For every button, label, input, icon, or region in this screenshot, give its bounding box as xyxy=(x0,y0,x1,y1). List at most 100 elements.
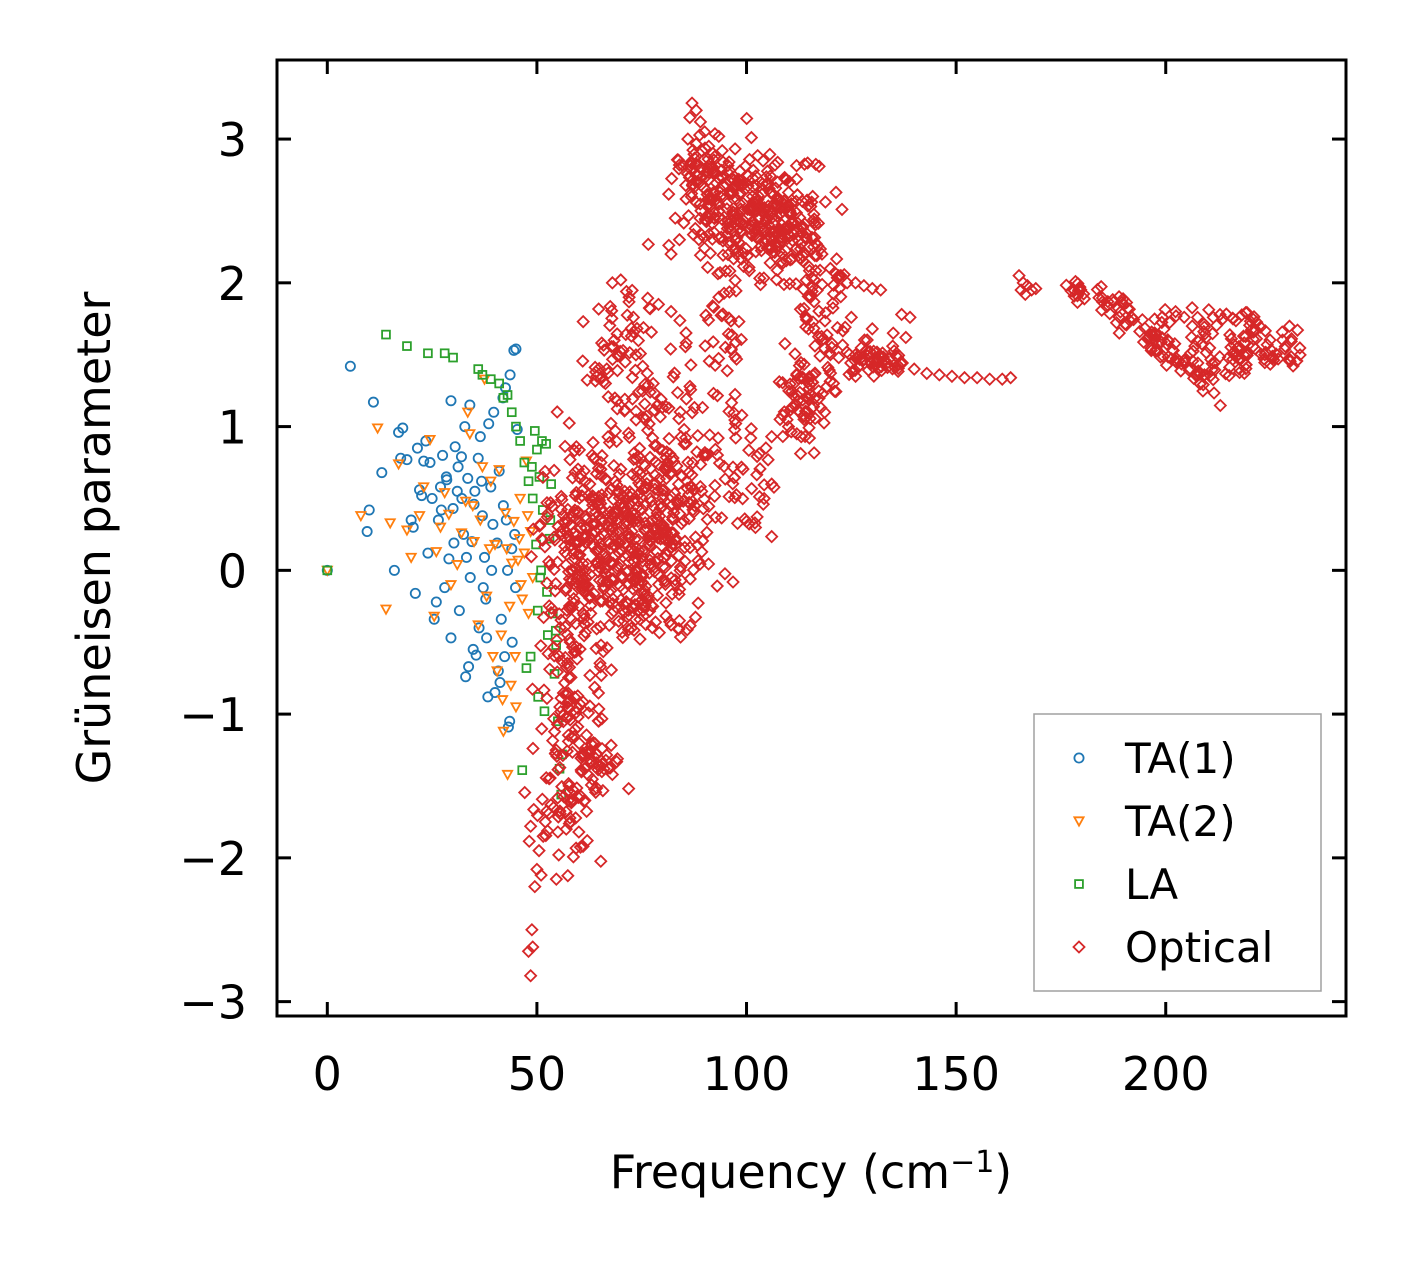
point-optical xyxy=(673,405,688,419)
point-optical xyxy=(1138,321,1152,335)
point-optical xyxy=(572,825,586,839)
point-ta-1- xyxy=(506,543,518,555)
point-optical xyxy=(616,597,631,612)
point-la xyxy=(543,630,553,640)
point-optical xyxy=(752,271,767,286)
point-ta-2- xyxy=(507,516,520,528)
point-optical xyxy=(548,746,563,761)
point-optical xyxy=(602,435,617,450)
point-optical xyxy=(1253,320,1268,334)
y-axis-title: Grüneisen parameter xyxy=(67,291,121,784)
point-optical xyxy=(702,354,717,368)
point-optical xyxy=(793,446,808,461)
point-optical xyxy=(621,526,636,541)
point-optical xyxy=(540,691,554,706)
point-optical xyxy=(811,216,826,231)
point-optical xyxy=(611,614,626,629)
point-optical xyxy=(714,308,728,323)
point-optical xyxy=(873,283,888,297)
point-optical xyxy=(790,216,805,230)
point-optical xyxy=(624,510,638,524)
point-optical xyxy=(1116,291,1130,306)
point-optical xyxy=(525,940,540,954)
point-optical xyxy=(744,481,759,496)
point-la xyxy=(521,663,532,673)
point-optical xyxy=(735,218,750,232)
point-ta-1- xyxy=(459,421,471,433)
point-la xyxy=(448,352,458,363)
point-optical xyxy=(1240,346,1255,361)
point-optical xyxy=(554,527,569,542)
point-optical xyxy=(745,214,760,228)
point-optical xyxy=(594,336,609,350)
point-optical xyxy=(525,922,539,937)
point-optical xyxy=(591,686,606,700)
point-optical xyxy=(708,478,722,493)
point-optical xyxy=(656,520,671,535)
point-optical xyxy=(728,387,742,402)
point-optical xyxy=(760,164,775,179)
point-optical xyxy=(698,445,712,460)
point-optical xyxy=(690,445,704,459)
point-optical xyxy=(721,247,735,262)
point-la xyxy=(523,476,534,487)
point-optical xyxy=(573,840,588,854)
point-optical xyxy=(641,588,655,603)
point-optical xyxy=(683,382,698,397)
point-optical xyxy=(685,456,700,470)
point-optical xyxy=(559,710,574,725)
point-optical xyxy=(1222,368,1236,383)
point-optical xyxy=(679,336,694,350)
point-optical xyxy=(610,485,625,500)
point-optical xyxy=(1071,283,1086,298)
point-optical xyxy=(727,406,741,420)
point-optical xyxy=(781,198,796,212)
point-optical xyxy=(625,392,640,406)
point-optical xyxy=(615,625,629,640)
point-optical xyxy=(1239,357,1253,372)
point-optical xyxy=(1201,302,1216,317)
point-optical xyxy=(604,339,619,354)
point-optical xyxy=(595,764,609,779)
point-optical xyxy=(631,493,645,508)
point-optical xyxy=(682,170,697,185)
point-optical xyxy=(806,240,821,254)
point-optical xyxy=(703,209,718,224)
point-optical xyxy=(1238,329,1253,344)
point-optical xyxy=(1144,343,1159,358)
point-optical xyxy=(640,291,655,305)
point-optical xyxy=(574,763,588,777)
point-optical xyxy=(970,370,984,385)
point-optical xyxy=(776,429,790,444)
point-ta-2- xyxy=(379,604,393,616)
point-optical xyxy=(795,194,810,209)
y-tick-label: −3 xyxy=(179,976,247,1030)
point-optical xyxy=(689,103,704,118)
y-tick-label: −2 xyxy=(179,832,247,886)
point-optical xyxy=(806,214,820,228)
point-optical xyxy=(1169,309,1183,323)
point-optical xyxy=(688,610,703,625)
point-optical xyxy=(857,352,871,367)
point-ta-1- xyxy=(502,564,514,576)
point-optical xyxy=(659,399,673,414)
point-ta-1- xyxy=(487,518,499,530)
point-optical xyxy=(684,186,699,201)
legend-entry: Optical xyxy=(1072,923,1273,972)
point-optical xyxy=(668,573,682,587)
point-optical xyxy=(641,237,656,252)
point-optical xyxy=(561,670,576,685)
point-ta-2- xyxy=(504,680,518,692)
point-optical xyxy=(622,430,637,445)
point-ta-2- xyxy=(500,544,513,556)
point-optical xyxy=(667,366,682,380)
point-optical xyxy=(633,451,648,465)
point-optical xyxy=(629,562,644,576)
point-optical xyxy=(801,375,815,389)
point-optical xyxy=(635,359,650,374)
x-tick-label: 150 xyxy=(912,1047,1000,1101)
point-optical xyxy=(547,724,562,739)
point-optical xyxy=(755,176,770,191)
point-optical xyxy=(598,376,613,391)
point-optical xyxy=(565,600,580,615)
